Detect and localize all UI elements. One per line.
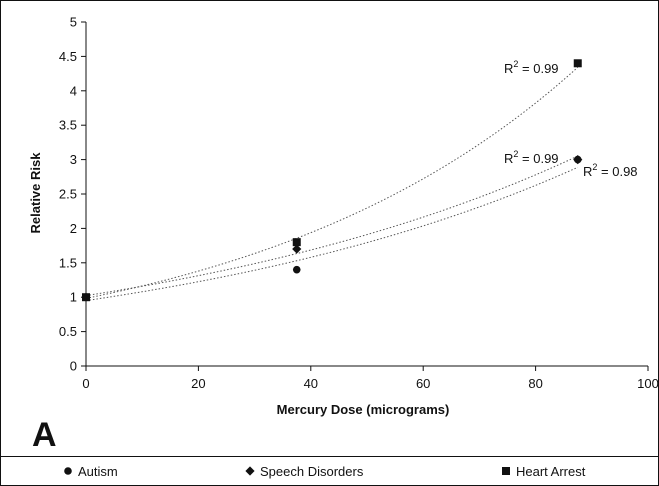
r-squared-label: R2 = 0.99	[504, 59, 559, 76]
y-tick-label: 4.5	[59, 49, 77, 64]
trendline-speech-disorders	[85, 155, 578, 297]
legend: Autism Speech Disorders Heart Arrest	[64, 464, 586, 479]
y-tick-label: 4	[70, 83, 77, 98]
r-squared-labels: R2 = 0.98 R2 = 0.99 R2 = 0.99	[504, 59, 638, 179]
y-tick-label: 2.5	[59, 187, 77, 202]
point-heart-arrest	[573, 59, 582, 68]
y-tick-label: 3	[70, 152, 77, 167]
x-tick-label: 40	[304, 376, 318, 391]
y-tick-label: 1.5	[59, 255, 77, 270]
trendline-heart-arrest	[85, 66, 579, 299]
x-tick-label: 20	[191, 376, 205, 391]
y-tick-label: 1	[70, 290, 77, 305]
legend-marker-speech-disorders	[245, 466, 255, 476]
axes: 0 0.5 1 1.5 2 2.5 3 3.5 4 4.5 5 0 20 40 60 80 100	[59, 15, 659, 392]
x-tick-label: 60	[416, 376, 430, 391]
chart-frame	[0, 0, 659, 457]
x-tick-label: 80	[528, 376, 542, 391]
panel-label: A	[32, 416, 57, 454]
data-points	[81, 59, 583, 302]
r-squared-label: R2 = 0.99	[504, 149, 559, 166]
legend-label-speech-disorders: Speech Disorders	[260, 464, 364, 479]
point-autism	[292, 265, 301, 274]
r-squared-label: R2 = 0.98	[583, 162, 638, 179]
legend-frame	[0, 456, 659, 486]
x-tick-label: 100	[637, 376, 659, 391]
point-heart-arrest	[82, 293, 90, 302]
legend-marker-autism	[64, 467, 72, 475]
x-tick-label: 0	[82, 376, 89, 391]
legend-label-autism: Autism	[78, 464, 118, 479]
y-axis-title: Relative Risk	[28, 152, 43, 234]
y-tick-label: 5	[70, 15, 77, 30]
legend-label-heart-arrest: Heart Arrest	[516, 464, 586, 479]
point-speech-disorders	[573, 155, 583, 165]
x-axis-title: Mercury Dose (micrograms)	[277, 402, 450, 417]
y-tick-label: 3.5	[59, 118, 77, 133]
trendlines	[85, 66, 579, 302]
legend-marker-heart-arrest	[502, 467, 510, 475]
point-heart-arrest	[292, 238, 301, 247]
y-tick-label: 2	[70, 221, 77, 236]
y-tick-label: 0.5	[59, 324, 77, 339]
point-speech-disorders	[292, 244, 302, 254]
y-tick-label: 0	[70, 359, 77, 374]
